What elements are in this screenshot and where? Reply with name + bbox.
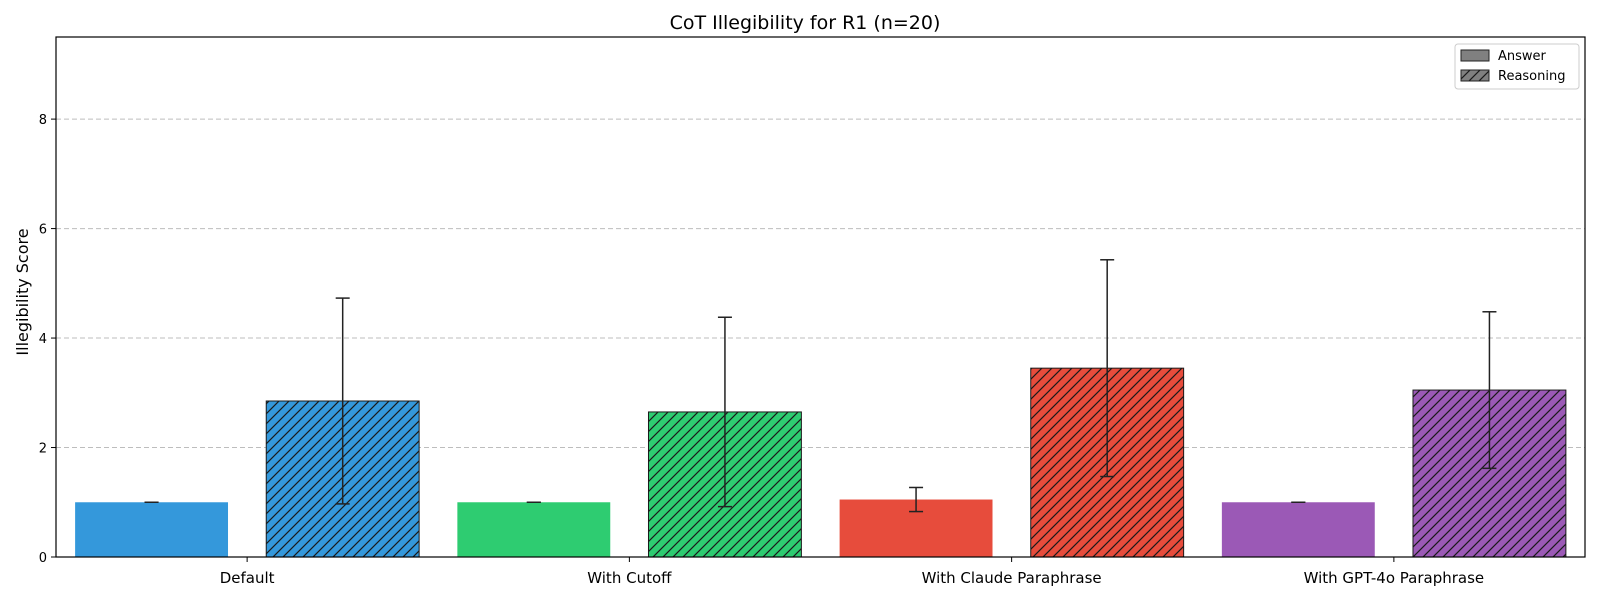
x-tick-label: With Cutoff	[587, 569, 672, 587]
bar-answer-2	[457, 502, 611, 557]
y-tick-label: 6	[39, 223, 47, 238]
legend-label-reasoning: Reasoning	[1498, 69, 1565, 84]
axes: 0 2 4 6 8 Default With Cutoff With Claude Parap…	[39, 36, 1586, 587]
x-tick-label: Default	[220, 569, 275, 587]
x-tick-label: With Claude Paraphrase	[922, 569, 1102, 587]
legend: Answer Reasoning	[1454, 43, 1580, 90]
bar-answer-1	[75, 502, 229, 557]
y-tick-label: 8	[39, 113, 47, 128]
legend-swatch-answer	[1460, 49, 1490, 62]
plot-frame	[55, 36, 1586, 558]
y-tick-label: 2	[39, 442, 47, 457]
x-tick-label: With GPT-4o Paraphrase	[1304, 569, 1485, 587]
grid-lines	[56, 118, 1585, 449]
legend-label-answer: Answer	[1498, 49, 1547, 64]
y-axis-label: Illegibility Score	[13, 228, 32, 355]
y-tick-label: 0	[39, 551, 47, 566]
legend-swatch-hatch	[1460, 69, 1490, 82]
bars	[75, 367, 1567, 558]
chart-title: CoT Illegibility for R1 (n=20)	[670, 12, 941, 34]
error-bars	[144, 259, 1497, 513]
y-tick-label: 4	[39, 332, 47, 347]
bar-answer-4	[1221, 502, 1375, 557]
